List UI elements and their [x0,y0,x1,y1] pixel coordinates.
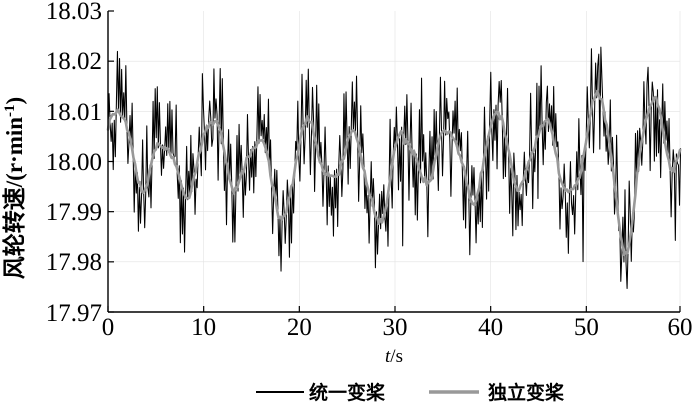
svg-text:独立变桨: 独立变桨 [488,381,565,404]
svg-text:10: 10 [191,314,216,341]
svg-text:18.03: 18.03 [46,0,102,25]
svg-text:18.02: 18.02 [46,48,102,75]
svg-text:40: 40 [478,314,503,341]
svg-text:30: 30 [383,314,408,341]
svg-text:统一变桨: 统一变桨 [309,381,386,404]
svg-text:风轮转速/(r·min-1): 风轮转速/(r·min-1) [1,97,27,279]
svg-text:60: 60 [668,314,693,341]
svg-text:17.99: 17.99 [46,199,102,226]
svg-text:17.97: 17.97 [46,300,102,327]
svg-text:t/s: t/s [385,346,403,367]
svg-text:18.00: 18.00 [46,149,102,176]
svg-text:50: 50 [574,314,599,341]
svg-text:17.98: 17.98 [46,249,102,276]
svg-text:18.01: 18.01 [46,99,102,126]
svg-text:0: 0 [102,314,115,341]
svg-text:20: 20 [287,314,312,341]
